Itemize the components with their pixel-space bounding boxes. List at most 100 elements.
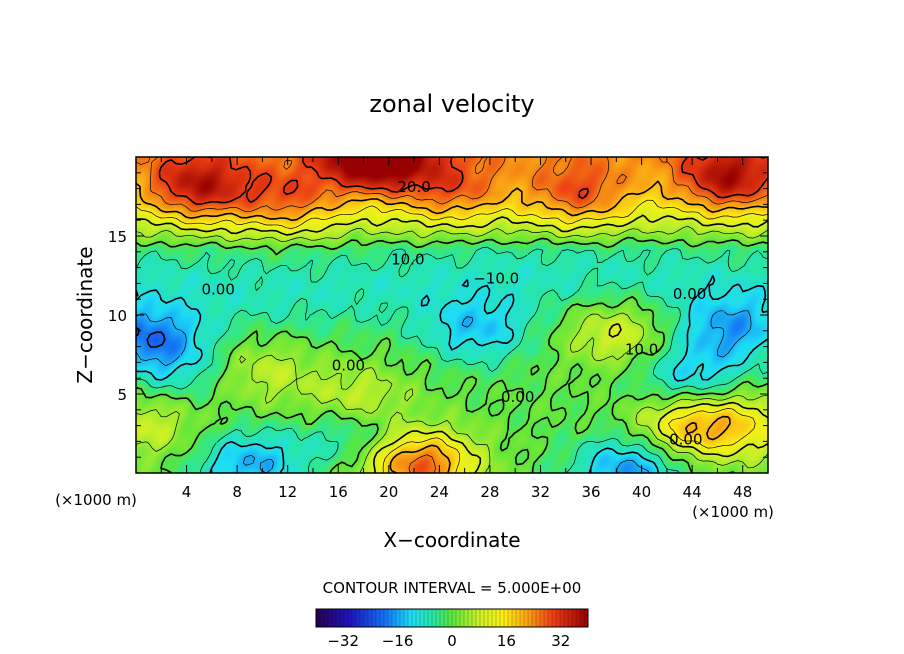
contour-line (136, 310, 752, 473)
x-tick-label: 12 (278, 483, 297, 501)
contour-labels: 20.0 10.0 −10.0 0.00 0.00 0.00 0.00 10.0 0.00 (201, 178, 706, 449)
colorbar-segment (396, 609, 401, 627)
colorbar-segment (504, 609, 509, 627)
contour-line (136, 274, 768, 473)
colorbar-segment (336, 609, 341, 627)
contour-line (136, 214, 768, 473)
velocity-field (136, 157, 768, 473)
x-tick-label: 48 (733, 483, 752, 501)
colorbar-segment (544, 609, 549, 627)
colorbar-segment (444, 609, 449, 627)
colorbar-segment (516, 609, 521, 627)
colorbar-segment (472, 609, 477, 627)
colorbar-segment (428, 609, 433, 627)
y-axis-label: Z−coordinate (73, 246, 97, 383)
colorbar-segment (580, 609, 585, 627)
x-tick-label: 20 (379, 483, 398, 501)
colorbar-segment (524, 609, 529, 627)
colorbar-segment (496, 609, 501, 627)
x-tick-label: 16 (329, 483, 348, 501)
colorbar-segment (452, 609, 457, 627)
contour-lines (136, 157, 768, 473)
y-tick-labels: 5 10 15 (108, 228, 127, 404)
x-tick-label: 44 (683, 483, 702, 501)
x-tick-label: 24 (430, 483, 449, 501)
colorbar-segment (420, 609, 425, 627)
colorbar-segment (572, 609, 577, 627)
contour-line (136, 157, 768, 473)
colorbar-segment (520, 609, 525, 627)
x-unit-right: (×1000 m) (692, 503, 774, 521)
colorbar-segment (492, 609, 497, 627)
x-tick-label: 40 (632, 483, 651, 501)
contour-line (136, 225, 768, 473)
contour-interval-label: CONTOUR INTERVAL = 5.000E+00 (323, 579, 582, 597)
x-tick-label: 32 (531, 483, 550, 501)
contour-label: 0.00 (201, 281, 234, 299)
colorbar-tick-label: −16 (382, 632, 414, 650)
colorbar-segment (448, 609, 453, 627)
colorbar-segment (344, 609, 349, 627)
y-tick-label: 10 (108, 307, 127, 325)
colorbar-segment (464, 609, 469, 627)
colorbar-segment (576, 609, 581, 627)
colorbar-segment (340, 609, 345, 627)
colorbar-segment (400, 609, 405, 627)
colorbar-segment (468, 609, 473, 627)
colorbar-segment (376, 609, 381, 627)
x-tick-label: 8 (232, 483, 242, 501)
y-tick-label: 15 (108, 228, 127, 246)
x-axis-label: X−coordinate (383, 528, 520, 552)
colorbar-segment (392, 609, 397, 627)
colorbar-segment (436, 609, 441, 627)
colorbar-segment (512, 609, 517, 627)
colorbar-segment (460, 609, 465, 627)
colorbar-segment (364, 609, 369, 627)
colorbar-segment (484, 609, 489, 627)
x-tick-label: 4 (182, 483, 192, 501)
contour-label: 0.00 (501, 388, 534, 406)
colorbar-segment (456, 609, 461, 627)
colorbar-segment (388, 609, 393, 627)
colorbar-segment (488, 609, 493, 627)
contour-label: 0.00 (673, 285, 706, 303)
colorbar-labels: −32 −16 0 16 32 (327, 632, 570, 650)
colorbar-segment (360, 609, 365, 627)
contour-label: 0.00 (332, 356, 365, 374)
colorbar-frame (315, 608, 589, 628)
colorbar-segment (384, 609, 389, 627)
contour-line (158, 157, 768, 205)
colorbar-segment (548, 609, 553, 627)
x-tick-label: 36 (581, 483, 600, 501)
colorbar-segment (440, 609, 445, 627)
contour-line (136, 199, 768, 473)
contour-label: −10.0 (473, 269, 519, 287)
colorbar-segment (332, 609, 337, 627)
colorbar-segment (356, 609, 361, 627)
colorbar-tick-label: 0 (447, 632, 457, 650)
colorbar-segment (564, 609, 569, 627)
colorbar-segment (560, 609, 565, 627)
colorbar-segment (380, 609, 385, 627)
contour-line (136, 180, 768, 473)
chart-title: zonal velocity (369, 90, 534, 118)
colorbar-segment (404, 609, 409, 627)
colorbar-segment (500, 609, 505, 627)
colorbar-segment (372, 609, 377, 627)
colorbar-segment (368, 609, 373, 627)
colorbar-segment (476, 609, 481, 627)
y-tick-label: 5 (117, 386, 127, 404)
colorbar-segment (508, 609, 513, 627)
colorbar-segment (412, 609, 417, 627)
colorbar-tick-label: 16 (497, 632, 516, 650)
colorbar-segment (532, 609, 537, 627)
contour-line (136, 326, 166, 348)
contour-label: 0.00 (669, 431, 702, 449)
colorbar-segment (324, 609, 329, 627)
x-tick-label: 28 (480, 483, 499, 501)
colorbar-segment (320, 609, 325, 627)
colorbar (315, 608, 589, 628)
colorbar-segment (528, 609, 533, 627)
contour-label: 10.0 (391, 250, 424, 268)
